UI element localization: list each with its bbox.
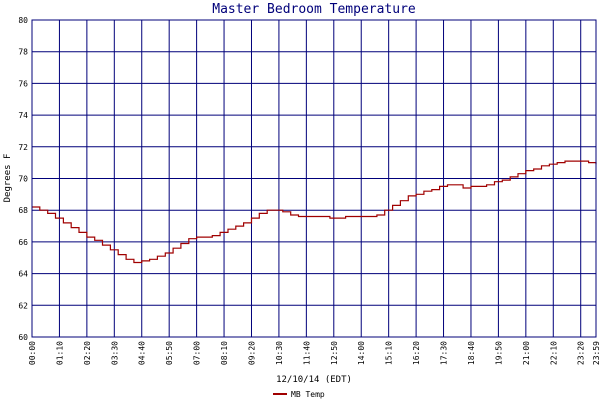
x-tick-label: 16:20 [412, 341, 421, 365]
x-tick-label: 00:00 [28, 341, 37, 365]
y-tick-label: 78 [18, 48, 28, 57]
x-tick-label: 22:10 [549, 341, 558, 365]
x-tick-label: 14:00 [357, 341, 366, 365]
x-tick-label: 09:20 [247, 341, 256, 365]
x-tick-label: 21:00 [522, 341, 531, 365]
y-tick-label: 62 [18, 301, 28, 310]
legend: MB Temp [273, 390, 325, 399]
series-layer [32, 160, 597, 264]
x-tick-label: 23:59 [592, 341, 600, 365]
y-tick-label: 70 [18, 175, 28, 184]
y-axis-ticks: 60 62 64 66 68 70 72 74 76 78 80 [18, 16, 28, 342]
x-tick-label: 23:20 [577, 341, 586, 365]
x-axis-label: 12/10/14 (EDT) [276, 375, 352, 385]
x-tick-label: 05:50 [165, 341, 174, 365]
x-tick-label: 19:50 [494, 341, 503, 365]
y-tick-label: 72 [18, 143, 28, 152]
y-tick-label: 60 [18, 333, 28, 342]
x-tick-label: 10:30 [275, 341, 284, 365]
plot-border [31, 19, 597, 338]
x-tick-label: 08:10 [220, 341, 229, 365]
series-line-0 [32, 160, 597, 264]
y-tick-label: 68 [18, 206, 28, 215]
x-tick-label: 01:10 [55, 341, 64, 365]
y-axis-label: Degrees F [3, 154, 13, 203]
x-tick-label: 07:00 [193, 341, 202, 365]
x-axis-ticks: 00:00 01:10 02:20 03:30 04:40 05:50 07:00 08:10… [28, 341, 600, 365]
x-tick-label: 12:50 [330, 341, 339, 365]
y-tick-label: 80 [18, 16, 28, 25]
y-tick-label: 66 [18, 238, 28, 247]
y-tick-label: 74 [18, 111, 28, 120]
y-tick-label: 64 [18, 270, 28, 279]
legend-label: MB Temp [291, 390, 325, 399]
x-tick-label: 15:10 [385, 341, 394, 365]
chart-title: Master Bedroom Temperature [212, 2, 416, 17]
x-tick-label: 17:30 [440, 341, 449, 365]
x-tick-label: 11:40 [302, 341, 311, 365]
x-tick-label: 18:40 [467, 341, 476, 365]
x-tick-label: 03:30 [110, 341, 119, 365]
y-tick-label: 76 [18, 79, 28, 88]
x-tick-label: 04:40 [138, 341, 147, 365]
x-tick-label: 02:20 [83, 341, 92, 365]
